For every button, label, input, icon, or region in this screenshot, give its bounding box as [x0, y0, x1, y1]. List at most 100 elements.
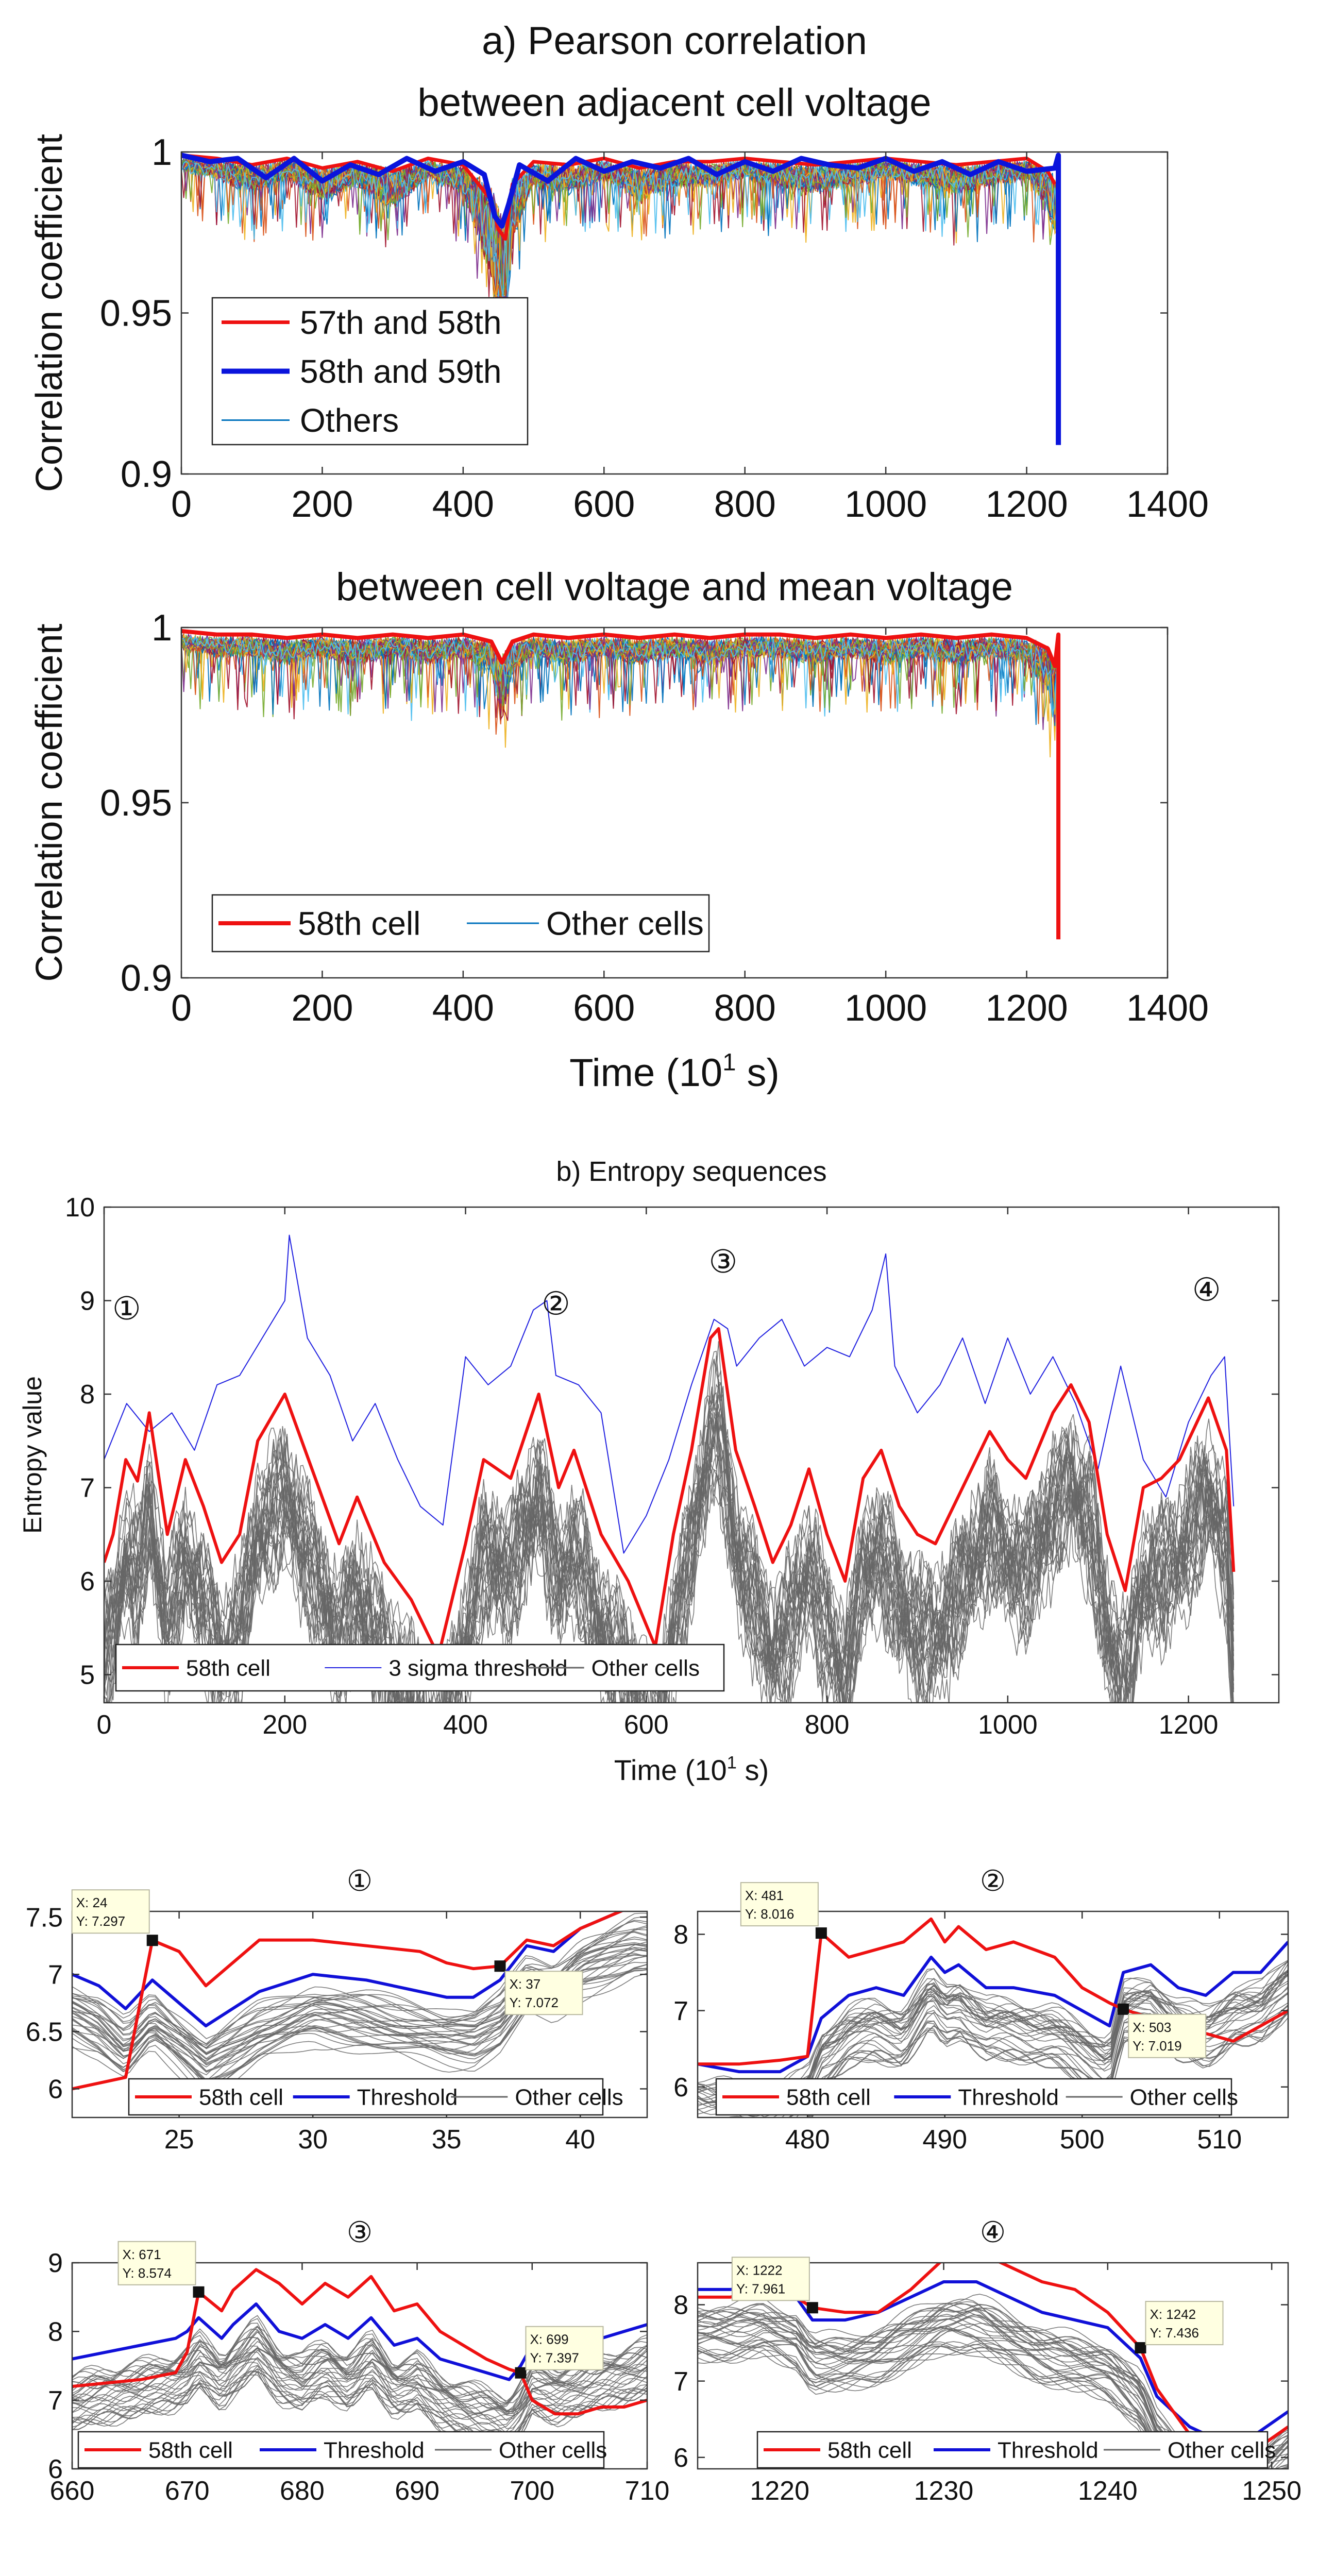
axes-box [103, 1206, 1280, 1704]
x-tick-label: 680 [280, 2476, 325, 2506]
axes-box [697, 1910, 1289, 2119]
y-tick-label: 7 [48, 2386, 63, 2416]
datatip-box [117, 2241, 196, 2285]
legend-box [115, 1643, 725, 1692]
x-tick-label: 700 [510, 2476, 554, 2506]
x-tick-label: 1000 [844, 988, 927, 1029]
series-line-threshold [72, 1911, 624, 2028]
x-tick-label: 1250 [1242, 2476, 1302, 2506]
x-tick-label: 200 [262, 1710, 307, 1740]
legend-label: Others [300, 402, 399, 439]
x-tick-label: 0 [171, 484, 192, 525]
region-marker: ① [112, 1290, 141, 1327]
datatip-x: X: 671 [123, 2247, 161, 2262]
y-tick-label: 7.5 [26, 1903, 63, 1933]
others-line [72, 2358, 647, 2425]
y-tick-label: 9 [48, 2248, 63, 2278]
x-tick-label: 1200 [1159, 1710, 1219, 1740]
y-tick-label: 6 [673, 2443, 688, 2473]
y-tick-label: 0.95 [100, 783, 172, 824]
y-tick-label: 1 [151, 607, 172, 649]
datatip-box [740, 1882, 819, 1927]
x-tick-label: 1000 [844, 484, 927, 525]
y-tick-label: 8 [673, 2291, 688, 2320]
legend-label: Other cells [1130, 2084, 1238, 2110]
others-line [698, 2345, 1171, 2469]
x-tick-label: 670 [165, 2476, 210, 2506]
others-line [698, 1960, 1288, 2093]
x-tick-label: 400 [443, 1710, 488, 1740]
legend-label: Threshold [958, 2084, 1059, 2110]
datatip-marker [146, 1935, 158, 1946]
others-line [72, 2348, 647, 2434]
series-line-58th-cell [104, 1327, 1236, 1658]
axes-box [697, 2262, 1289, 2470]
y-tick-label: 9 [80, 1286, 95, 1316]
others-line [698, 1960, 1288, 2091]
y-tick-label: 6 [48, 2075, 63, 2105]
x-tick-label: 600 [624, 1710, 669, 1740]
y-tick-label: 0.95 [100, 293, 172, 334]
y-axis-label: Correlation coefficient [29, 134, 70, 492]
chart-z2: 480 490 500 510 6 7 8 ② X: 481 Y: 8.016 X: 503 Y: 7… [673, 1865, 1289, 2155]
y-axis-label: Correlation coefficient [29, 623, 70, 981]
datatip-box [1145, 2301, 1224, 2346]
y-tick-label: 10 [65, 1193, 95, 1223]
x-axis-label-main: Time (10 [614, 1754, 727, 1786]
series-line-58th-cell [181, 629, 1061, 940]
x-axis-label: Time (101 s) [614, 1753, 769, 1786]
datatip-x: X: 24 [76, 1895, 108, 1910]
datatip-x: X: 699 [530, 2332, 568, 2347]
y-axis-label: Entropy value [18, 1376, 47, 1534]
y-tick-label: 8 [80, 1380, 95, 1410]
datatip-y: Y: 7.072 [510, 1995, 559, 2010]
legend-label: Threshold [324, 2437, 425, 2463]
datatip-y: Y: 8.574 [123, 2265, 172, 2281]
x-tick-label: 600 [573, 484, 635, 525]
region-marker: ② [542, 1285, 570, 1323]
x-tick-label: 480 [785, 2125, 830, 2155]
others-line [806, 2005, 1288, 2117]
others-line [811, 2010, 1288, 2117]
legend-label: 58th and 59th [300, 353, 501, 390]
x-tick-label: 800 [805, 1710, 850, 1740]
datatip-marker [494, 1960, 506, 1972]
x-tick-label: 1400 [1126, 988, 1209, 1029]
x-tick-label: 200 [291, 988, 353, 1029]
series-line-58th-and-59th [181, 152, 1061, 445]
region-marker: ④ [1192, 1271, 1221, 1309]
chart-title: ① [347, 1865, 373, 1898]
x-tick-label: 690 [395, 2476, 440, 2506]
x-tick-label: 800 [714, 484, 776, 525]
others-line [72, 2351, 647, 2420]
y-tick-label: 6 [673, 2073, 688, 2103]
x-tick-label: 30 [298, 2125, 328, 2155]
y-tick-label: 0.9 [121, 958, 172, 999]
legend-label: Other cells [499, 2437, 607, 2463]
x-tick-label: 40 [565, 2125, 595, 2155]
x-tick-label: 510 [1197, 2125, 1242, 2155]
series-group [181, 152, 1061, 445]
x-tick-label: 1200 [985, 988, 1068, 1029]
x-tick-label: 600 [573, 988, 635, 1029]
others-line [72, 2368, 647, 2455]
chart-title: b) Entropy sequences [556, 1156, 826, 1187]
datatip-y: Y: 7.019 [1133, 2038, 1181, 2054]
legend-label: Other cells [1168, 2437, 1276, 2463]
chart-z3: 660 670 680 690 700 710 6 7 8 9 ③ X: 671 Y: 8.574 X: … [48, 2216, 669, 2506]
y-tick-label: 7 [48, 1960, 63, 1990]
y-tick-label: 8 [48, 2317, 63, 2347]
others-line [104, 1418, 1234, 1703]
axes-box [71, 1910, 648, 2119]
y-tick-label: 7 [673, 2367, 688, 2397]
region-marker: ③ [709, 1243, 738, 1280]
x-axis-label: Time (101 s) [569, 1048, 780, 1095]
x-axis-label-tail: s) [737, 1754, 769, 1786]
chart-pa2: 0 200 400 600 800 1000 1200 1400 0.9 0.95 1 between… [29, 565, 1209, 1095]
others-line [698, 2324, 1288, 2469]
others-line [698, 2329, 1288, 2469]
chart-title: ④ [980, 2216, 1006, 2249]
datatip-y: Y: 7.297 [76, 1913, 125, 1929]
legend-label: Threshold [998, 2437, 1099, 2463]
